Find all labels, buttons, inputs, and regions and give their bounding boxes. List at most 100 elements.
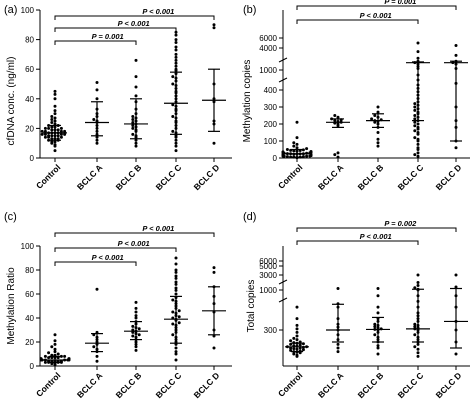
data-point	[43, 354, 47, 358]
data-point	[134, 300, 138, 304]
data-point	[333, 153, 337, 157]
data-point	[53, 143, 57, 147]
data-point	[177, 315, 181, 319]
data-point	[53, 109, 57, 113]
data-point	[131, 118, 135, 122]
y-tick-label: 1000	[259, 286, 277, 295]
y-tick-label: 5000	[259, 262, 277, 271]
axis-break-mark	[278, 297, 288, 303]
data-point	[171, 115, 175, 119]
data-point	[416, 131, 420, 134]
data-point	[50, 120, 54, 124]
data-point	[376, 344, 380, 348]
data-point	[95, 354, 99, 358]
p-value-label: P = 0.001	[384, 0, 416, 6]
data-point	[413, 117, 417, 121]
data-point	[416, 154, 420, 158]
data-point	[53, 104, 57, 108]
data-point	[336, 151, 340, 155]
data-point	[416, 125, 420, 129]
data-point	[174, 282, 178, 286]
x-category-label: BCLC D	[192, 162, 222, 192]
data-point	[416, 281, 420, 284]
y-tick-label: 3000	[259, 271, 277, 280]
data-point	[292, 141, 296, 145]
y-tick-label: 300	[264, 326, 278, 335]
significance-bracket	[296, 240, 419, 245]
significance-bracket	[54, 232, 215, 237]
data-point	[50, 125, 54, 129]
data-point	[137, 327, 141, 331]
data-point	[95, 97, 99, 101]
data-point	[333, 114, 337, 117]
y-tick-label: 400	[264, 86, 278, 95]
data-point	[376, 346, 380, 350]
x-category-label: BCLC D	[434, 162, 464, 192]
data-point	[281, 150, 285, 154]
data-point	[174, 352, 178, 356]
data-point	[413, 129, 417, 133]
significance-bracket	[54, 15, 215, 20]
data-point	[376, 305, 380, 309]
data-point	[376, 131, 380, 134]
panel-d-ylabel: Total copies	[246, 280, 257, 333]
data-point	[134, 138, 138, 142]
data-point	[416, 347, 420, 351]
x-category-label: BCLC C	[154, 370, 184, 400]
data-point	[376, 144, 380, 148]
data-point	[336, 155, 340, 159]
data-point	[134, 340, 138, 344]
data-point	[212, 270, 216, 274]
data-point	[134, 306, 138, 310]
significance-bracket	[54, 27, 177, 32]
significance-bracket	[54, 40, 137, 45]
x-category-label: BCLC A	[316, 162, 346, 192]
x-category-label: BCLC B	[356, 370, 386, 400]
data-point	[295, 142, 299, 146]
significance-bracket	[296, 19, 419, 24]
data-point	[171, 322, 175, 326]
data-point	[134, 75, 138, 79]
data-point	[336, 287, 340, 290]
data-point	[174, 48, 178, 52]
data-point	[50, 118, 54, 122]
data-point	[174, 149, 178, 153]
data-point	[295, 323, 299, 327]
data-point	[43, 129, 47, 133]
panel-b-ylabel: Methylation copies	[242, 60, 253, 143]
data-point	[53, 149, 57, 153]
data-point	[174, 292, 178, 296]
data-point	[43, 360, 47, 364]
p-value-label: P < 0.001	[142, 7, 174, 16]
data-point	[92, 118, 96, 122]
data-point	[295, 353, 299, 357]
data-point	[50, 345, 54, 349]
x-category-label: BCLC D	[434, 370, 464, 400]
data-point	[413, 114, 417, 117]
y-tick-label: 6000	[259, 34, 277, 43]
data-point	[63, 354, 67, 358]
data-point	[59, 354, 63, 358]
data-point	[295, 317, 299, 321]
data-point	[413, 333, 417, 337]
data-point	[174, 58, 178, 62]
y-tick-label: 0	[30, 362, 35, 371]
panel-a: (a) cfDNA conc. (ng/ml) 0 20 40 60 80 100 Cont…	[4, 4, 232, 192]
data-point	[53, 89, 57, 93]
data-point	[174, 274, 178, 278]
y-tick-label: 80	[25, 36, 34, 45]
data-point	[53, 339, 57, 343]
data-point	[63, 132, 67, 136]
data-point	[174, 144, 178, 148]
data-point	[47, 134, 51, 138]
axis-break-mark	[278, 279, 288, 285]
data-point	[416, 142, 420, 146]
data-point	[336, 350, 340, 354]
data-point	[174, 38, 178, 42]
panel-d-label: (d)	[243, 211, 256, 223]
data-point	[454, 273, 458, 277]
data-point	[174, 33, 178, 37]
